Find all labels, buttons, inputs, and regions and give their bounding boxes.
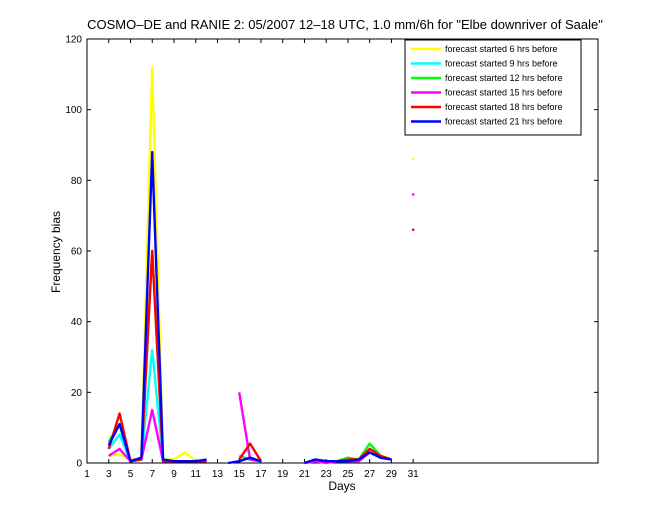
x-tick-label: 7 <box>149 469 155 480</box>
x-tick-label: 1 <box>84 469 90 480</box>
legend-box <box>404 39 582 136</box>
series-point-5 <box>411 228 415 232</box>
x-tick-label: 11 <box>191 469 202 480</box>
x-tick-label: 31 <box>408 469 420 480</box>
series-line-6-segment-1 <box>107 150 207 463</box>
y-tick-label: 100 <box>65 105 82 116</box>
x-axis-label: Days <box>328 479 355 493</box>
x-tick-label: 25 <box>342 469 354 480</box>
series-line-6-segment-3 <box>304 451 392 465</box>
legend-entry-4: forecast started 15 hrs before <box>445 88 563 98</box>
x-tick-label: 13 <box>212 469 224 480</box>
series-point-4 <box>411 193 415 196</box>
x-tick-label: 5 <box>128 469 134 480</box>
y-tick-label: 0 <box>76 459 82 470</box>
axis-ticks: 1 3 5 7 9 11 13 15 17 19 21 23 25 27 29 310204060801001… <box>65 35 598 480</box>
x-tick-label: 23 <box>321 469 333 480</box>
x-tick-label: 21 <box>299 469 311 480</box>
y-tick-label: 120 <box>65 35 82 46</box>
y-tick-label: 20 <box>71 388 83 399</box>
x-tick-label: 29 <box>386 469 398 480</box>
x-tick-label: 17 <box>255 469 267 480</box>
legend-entry-2: forecast started 9 hrs before <box>445 59 558 69</box>
legend: forecast started 6 hrs before forecast st… <box>404 39 582 136</box>
legend-entry-5: forecast started 18 hrs before <box>445 102 563 112</box>
series-line-5-segment-2 <box>238 442 263 462</box>
x-tick-label: 19 <box>277 469 289 480</box>
y-tick-label: 80 <box>71 176 83 187</box>
y-axis-label: Frequency bias <box>49 211 63 293</box>
legend-entry-3: forecast started 12 hrs before <box>445 73 563 83</box>
x-tick-label: 15 <box>234 469 246 480</box>
series-group <box>107 66 415 465</box>
y-tick-label: 60 <box>71 247 83 258</box>
legend-entry-6: forecast started 21 hrs before <box>445 117 563 127</box>
series-point-1 <box>411 157 415 161</box>
legend-entry-1: forecast started 6 hrs before <box>445 44 558 54</box>
series-line-6-segment-2 <box>228 456 262 465</box>
x-tick-label: 3 <box>106 469 112 480</box>
x-tick-label: 9 <box>171 469 177 480</box>
x-tick-label: 27 <box>364 469 376 480</box>
y-tick-label: 40 <box>71 317 83 328</box>
chart-title: COSMO–DE and RANIE 2: 05/2007 12–18 UTC,… <box>87 17 603 32</box>
